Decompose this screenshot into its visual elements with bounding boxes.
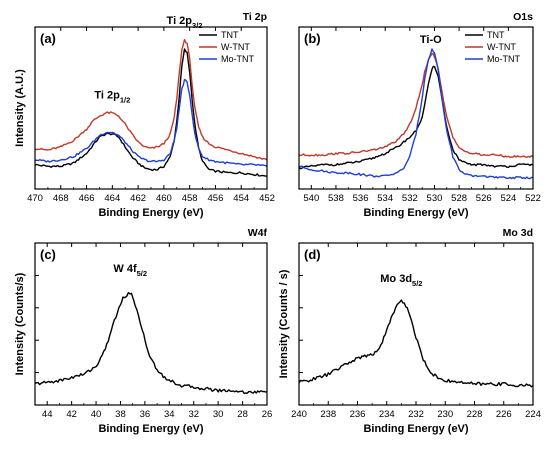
panel-d-xtick-label-234: 234	[379, 409, 395, 420]
panel-c-xtick-label-36: 36	[140, 409, 151, 420]
panel-a-title: Ti 2p	[243, 11, 267, 23]
panel-b-series-mo-tnt-line	[299, 48, 533, 180]
panel-a-xtick-label-454: 454	[233, 193, 249, 204]
panel-b-xtick-label-526: 526	[476, 193, 492, 204]
panel-c-xtick-label-26: 26	[262, 409, 273, 420]
panel-a-peak-label: Ti 2p1/2	[94, 89, 130, 104]
panel-d-xtick-label-240: 240	[291, 409, 307, 420]
panel-c-xtick-label-34: 34	[164, 409, 175, 420]
panel-b-legend-label-tnt: TNT	[487, 30, 505, 40]
panel-b-xtick-label-538: 538	[328, 193, 344, 204]
panel-b-legend: TNT W-TNT Mo-TNT	[465, 30, 520, 64]
panel-a-xtick-label-456: 456	[208, 193, 224, 204]
panel-b: 540 538 536 534 532 530 528 526 524 522 Binding En…	[298, 11, 541, 219]
panel-a-legend-label-w-tnt: W-TNT	[221, 42, 250, 52]
panel-b-title: O1s	[513, 11, 533, 23]
panel-d-xtick-label-226: 226	[496, 409, 512, 420]
panel-c-xtick-label-38: 38	[115, 409, 126, 420]
panel-c-xtick-label-28: 28	[237, 409, 248, 420]
panel-b-xtick-label-540: 540	[303, 193, 319, 204]
panel-d-peak-label: Mo 3d5/2	[380, 273, 422, 288]
panel-d-traces	[299, 299, 533, 388]
panel-d-xtick-label-232: 232	[408, 409, 424, 420]
panel-a-xtick-label-466: 466	[79, 193, 95, 204]
panel-d-y-axis-label: Intensity (Counts / s)	[278, 269, 290, 378]
panel-a-xtick-label-470: 470	[27, 193, 43, 204]
panel-b-xtick-label-524: 524	[500, 193, 516, 204]
panel-a-series-tnt-line	[35, 48, 267, 177]
panel-c-peak-label: W 4f5/2	[113, 263, 147, 278]
panel-c-x-axis-label: Binding Energy (eV)	[98, 423, 203, 435]
panel-d-frame	[298, 242, 534, 406]
panel-a-xtick-label-452: 452	[259, 193, 275, 204]
panel-a-xtick-label-464: 464	[104, 193, 120, 204]
panel-c-xtick-label-42: 42	[66, 409, 77, 420]
panel-c-letter: (c)	[40, 247, 56, 262]
panel-c-traces	[35, 292, 267, 395]
panel-d-xtick-label-224: 224	[525, 409, 541, 420]
panel-a-legend: TNT W-TNT Mo-TNT	[199, 30, 254, 64]
panel-a-xtick-label-460: 460	[156, 193, 172, 204]
panel-a-series-mo-tnt-line	[35, 78, 267, 167]
panel-a-xtick-label-462: 462	[130, 193, 146, 204]
panel-c-y-axis-label: Intensity (Counts/s)	[14, 272, 26, 375]
panel-b-peak-label: Ti-O	[420, 34, 442, 46]
panel-b-frame	[298, 26, 534, 190]
panel-b-xtick-label-534: 534	[377, 193, 393, 204]
panel-d-xtick-label-236: 236	[350, 409, 366, 420]
panel-a-series-w-tnt-line	[35, 39, 267, 161]
panel-b-xtick-label-528: 528	[451, 193, 467, 204]
panel-b-legend-label-w-tnt: W-TNT	[487, 42, 516, 52]
panel-d-letter: (d)	[304, 247, 321, 262]
panel-b-legend-label-mo-tnt: Mo-TNT	[487, 54, 520, 64]
panel-a-xtick-label-458: 458	[182, 193, 198, 204]
panel-b-series-tnt-line	[299, 65, 533, 170]
panel-d-title: Mo 3d	[503, 227, 533, 239]
panel-a-peak-label: Ti 2p3/2	[167, 15, 203, 30]
panel-c-xtick-label-40: 40	[91, 409, 102, 420]
panel-d-series-spectrum-line	[299, 299, 533, 388]
panel-d-xtick-label-238: 238	[320, 409, 336, 420]
panel-b-series-w-tnt-line	[299, 53, 533, 158]
panel-c-frame	[34, 242, 268, 406]
panel-c-xtick-label-44: 44	[42, 409, 53, 420]
panel-b-x-axis-label: Binding Energy (eV)	[363, 207, 468, 219]
panel-b-xtick-label-532: 532	[402, 193, 418, 204]
panel-d-x-axis-label: Binding Energy (eV)	[363, 423, 468, 435]
panel-a-letter: (a)	[40, 31, 56, 46]
panel-b-letter: (b)	[304, 31, 321, 46]
panel-b-xtick-label-522: 522	[525, 193, 541, 204]
panel-a-xtick-label-468: 468	[53, 193, 69, 204]
panel-d: 240 238 236 234 232 230 228 226 224 Binding Energ…	[278, 227, 541, 435]
panel-b-xtick-label-530: 530	[427, 193, 443, 204]
panel-c-title: W4f	[248, 227, 268, 239]
panel-b-xtick-label-536: 536	[353, 193, 369, 204]
panel-a-traces	[35, 39, 267, 177]
panel-c-xtick-label-32: 32	[188, 409, 199, 420]
panel-a: 470 468 466 464 462 460 458 456 454 452 Binding En…	[14, 11, 275, 219]
panel-a-legend-label-tnt: TNT	[221, 30, 239, 40]
panel-a-legend-label-mo-tnt: Mo-TNT	[221, 54, 254, 64]
panel-d-xtick-label-228: 228	[467, 409, 483, 420]
panel-d-xtick-label-230: 230	[437, 409, 453, 420]
panel-b-traces	[299, 48, 533, 180]
panel-c-xtick-label-30: 30	[213, 409, 224, 420]
panel-c: 44 42 40 38 36 34 32 30 28 26 Binding Energy (eV) I…	[14, 227, 272, 435]
panel-a-x-axis-label: Binding Energy (eV)	[98, 207, 203, 219]
panel-a-y-axis-label: Intensity (A.U.)	[14, 69, 26, 147]
panel-c-series-spectrum-line	[35, 292, 267, 395]
